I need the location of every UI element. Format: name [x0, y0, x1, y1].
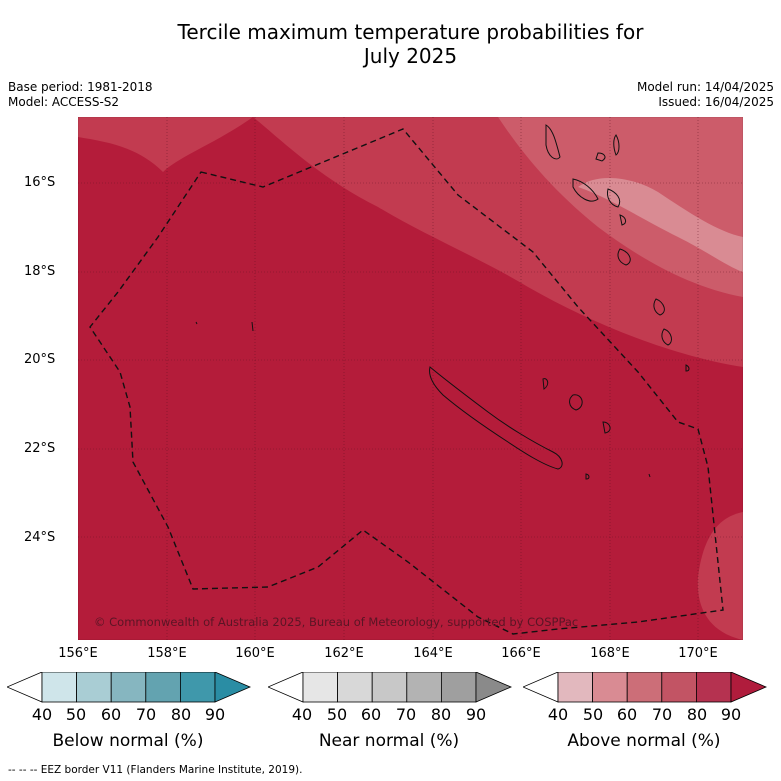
tick: 80 — [686, 705, 708, 724]
title-line-2: July 2025 — [363, 44, 458, 68]
lon-label-164e: 164°E — [413, 646, 453, 661]
tick: 40 — [291, 705, 313, 724]
colorbar-below — [7, 672, 251, 703]
tick: 60 — [100, 705, 122, 724]
lat-label-18s: 18°S — [24, 264, 56, 279]
colorbar-near — [268, 672, 512, 703]
tick: 90 — [204, 705, 226, 724]
colorbar-bin — [626, 672, 663, 703]
field-above-70-80-se — [697, 512, 743, 640]
new-caledonia-island — [429, 366, 563, 470]
colorbar-extend-left — [268, 672, 304, 703]
colorbar-bin — [110, 672, 147, 703]
colorbar-below-label: Below normal (%) — [52, 731, 204, 751]
tick: 70 — [395, 705, 417, 724]
field-above-60-70 — [498, 117, 743, 297]
colorbar-above — [523, 672, 767, 703]
tick: 50 — [326, 705, 348, 724]
tick: 40 — [547, 705, 569, 724]
tick: 90 — [720, 705, 742, 724]
colorbar-extend-right — [475, 672, 512, 703]
title-line-1: Tercile maximum temperature probabilitie… — [177, 20, 644, 44]
colorbar-above-label: Above normal (%) — [567, 731, 721, 751]
tick: 60 — [616, 705, 638, 724]
tick: 80 — [170, 705, 192, 724]
base-period: Base period: 1981-2018 — [8, 80, 153, 94]
tick: 40 — [31, 705, 53, 724]
tick: 50 — [582, 705, 604, 724]
colorbar-bin — [440, 672, 477, 703]
lon-label-168e: 168°E — [590, 646, 630, 661]
chart-title: Tercile maximum temperature probabilitie… — [0, 20, 781, 68]
tick: 90 — [465, 705, 487, 724]
copyright-notice: © Commonwealth of Australia 2025, Bureau… — [94, 615, 578, 629]
colorbar-extend-right — [730, 672, 767, 703]
colorbar-extend-left — [7, 672, 43, 703]
colorbar-bin — [76, 672, 112, 703]
map-panel: © Commonwealth of Australia 2025, Bureau… — [77, 116, 744, 641]
tick: 50 — [65, 705, 87, 724]
colorbar-bin — [371, 672, 408, 703]
colorbar-bin — [695, 672, 732, 703]
vanuatu-islands — [545, 124, 690, 372]
small-islets — [195, 321, 651, 480]
issued-date: Issued: 16/04/2025 — [658, 95, 774, 109]
colorbar-extend-right — [214, 672, 251, 703]
colorbar-bin — [557, 672, 593, 703]
colorbar-bin — [661, 672, 697, 703]
colorbar-extend-left — [523, 672, 559, 703]
lat-label-24s: 24°S — [24, 530, 56, 545]
tick: 70 — [651, 705, 673, 724]
lon-label-166e: 166°E — [501, 646, 541, 661]
colorbar-bin — [41, 672, 77, 703]
tick: 80 — [430, 705, 452, 724]
lat-label-22s: 22°S — [24, 441, 56, 456]
lon-label-158e: 158°E — [147, 646, 187, 661]
loyalty-islands — [542, 378, 611, 434]
eez-legend-note: -- -- -- EEZ border V11 (Flanders Marine… — [8, 764, 303, 776]
colorbar-bin — [592, 672, 628, 703]
colorbar-bin — [406, 672, 442, 703]
eez-border — [89, 128, 724, 635]
colorbar-bin — [145, 672, 181, 703]
lat-label-16s: 16°S — [24, 175, 56, 190]
lon-label-160e: 160°E — [235, 646, 275, 661]
graticule — [78, 117, 743, 640]
meta-right: Model run: 14/04/2025 Issued: 16/04/2025 — [637, 80, 774, 110]
lon-label-156e: 156°E — [58, 646, 98, 661]
meta-left: Base period: 1981-2018 Model: ACCESS-S2 — [8, 80, 153, 110]
tick: 60 — [360, 705, 382, 724]
model-run: Model run: 14/04/2025 — [636, 80, 774, 94]
lat-label-20s: 20°S — [24, 352, 56, 367]
colorbar-bin — [302, 672, 338, 703]
colorbar-bin — [179, 672, 216, 703]
lon-label-170e: 170°E — [678, 646, 718, 661]
colorbar-bin — [337, 672, 373, 703]
map-svg: © Commonwealth of Australia 2025, Bureau… — [77, 116, 744, 641]
colorbar-near-label: Near normal (%) — [318, 731, 460, 751]
tick: 70 — [135, 705, 157, 724]
lon-label-162e: 162°E — [324, 646, 364, 661]
model-name: Model: ACCESS-S2 — [8, 95, 120, 109]
